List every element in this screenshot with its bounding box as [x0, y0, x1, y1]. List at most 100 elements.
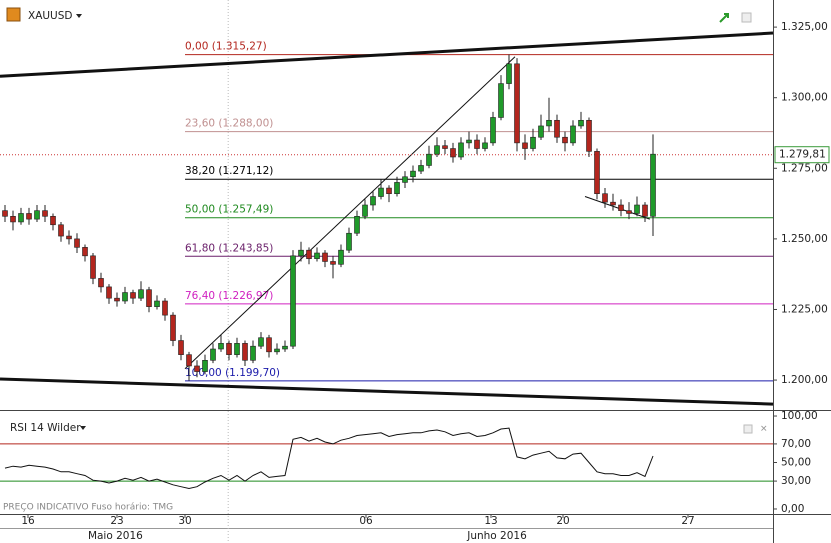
candle-body	[274, 348, 280, 353]
close-button[interactable]: ✕	[760, 425, 768, 435]
candle-body	[194, 365, 200, 372]
candle-body	[234, 343, 240, 355]
candle-body	[506, 63, 512, 84]
rsi-y-tick-label: 0,00	[781, 503, 804, 515]
footer: PREÇO INDICATIVO Fuso horário: TMG	[3, 503, 173, 513]
trendline	[0, 31, 774, 78]
candle-body	[138, 289, 144, 299]
candle-body	[130, 292, 136, 299]
candle-body	[162, 300, 168, 316]
candle-body	[634, 204, 640, 214]
symbol-title[interactable]: XAUUSD	[28, 10, 73, 22]
window-button[interactable]	[741, 12, 752, 23]
candle-body	[490, 117, 496, 144]
candle-body	[346, 232, 352, 251]
candle-body	[34, 210, 40, 220]
trendline	[0, 377, 774, 406]
candle-body	[66, 235, 72, 240]
fib-label: 23,60 (1.288,00)	[185, 118, 273, 130]
candle-body	[106, 286, 112, 299]
candle-body	[218, 343, 224, 350]
y-tick-label: 1.225,00	[781, 303, 828, 315]
candle-body	[402, 176, 408, 183]
candle-body	[290, 255, 296, 347]
candle-body	[74, 238, 80, 248]
candle-body	[578, 119, 584, 127]
x-tick-label: 23	[110, 515, 123, 527]
x-tick-label: 13	[484, 515, 497, 527]
candle-body	[210, 348, 216, 361]
trend-icon[interactable]	[719, 13, 729, 23]
candle-body	[538, 125, 544, 138]
candle-body	[602, 193, 608, 203]
rsi-title[interactable]: RSI 14 Wilder	[10, 422, 81, 434]
candle-body	[98, 278, 104, 288]
candle-body	[58, 224, 64, 237]
x-tick-label: 20	[556, 515, 569, 527]
x-tick-label: 06	[359, 515, 373, 527]
candle-body	[298, 249, 304, 257]
rsi-y-tick-label: 70,00	[781, 438, 811, 450]
candle-body	[338, 249, 344, 265]
candle-body	[394, 182, 400, 195]
candle-body	[202, 360, 208, 372]
candle-body	[642, 204, 648, 217]
candle-body	[306, 249, 312, 259]
candle-body	[594, 151, 600, 195]
x-tick-label: 16	[21, 515, 35, 527]
dropdown-arrow[interactable]	[80, 426, 86, 430]
candle-body	[362, 204, 368, 217]
y-tick-label: 1.275,00	[781, 162, 828, 174]
candle-body	[242, 343, 248, 361]
candle-body	[266, 337, 272, 353]
candle-body	[250, 345, 256, 361]
candle-body	[10, 215, 16, 223]
candle-body	[378, 187, 384, 197]
candle-body	[122, 292, 128, 302]
y-tick-label: 1.200,00	[781, 374, 828, 386]
candle-body	[466, 139, 472, 144]
candle-body	[418, 165, 424, 172]
x-tick-label: 27	[681, 515, 694, 527]
trendline	[184, 56, 516, 370]
rsi-y-tick-label: 50,00	[781, 457, 811, 469]
candle-body	[474, 139, 480, 149]
candle-body	[410, 170, 416, 178]
candle-body	[322, 252, 328, 262]
candle-body	[514, 63, 520, 144]
dropdown-arrow[interactable]	[76, 14, 82, 18]
candle-body	[442, 145, 448, 149]
candle-body	[42, 210, 48, 217]
fib-label: 61,80 (1.243,85)	[185, 242, 273, 254]
candle-body	[554, 119, 560, 138]
candle-body	[178, 340, 184, 355]
candle-body	[650, 153, 656, 217]
candle-body	[146, 289, 152, 307]
candle-body	[562, 136, 568, 144]
candle-body	[26, 213, 32, 220]
candle-body	[258, 337, 264, 347]
rsi-y-tick-label: 100,00	[781, 410, 818, 422]
candle-body	[2, 210, 8, 217]
candle-body	[450, 148, 456, 158]
last-price-box	[774, 146, 830, 164]
candle-body	[482, 142, 488, 149]
candle-body	[370, 196, 376, 206]
candle-body	[154, 300, 160, 307]
candle-body	[458, 142, 464, 158]
candle-body	[354, 215, 360, 234]
candle-body	[586, 119, 592, 152]
candle-body	[170, 314, 176, 341]
symbol-icon[interactable]	[6, 7, 21, 22]
candle-body	[498, 83, 504, 118]
candle-body	[330, 261, 336, 265]
y-tick-label: 1.250,00	[781, 233, 828, 245]
month-label: Maio 2016	[88, 530, 143, 542]
candle-body	[114, 297, 120, 302]
candle-body	[546, 119, 552, 127]
fib-label: 38,20 (1.271,12)	[185, 165, 273, 177]
fib-label: 76,40 (1.226,97)	[185, 290, 273, 302]
window-button[interactable]	[743, 424, 753, 434]
rsi-y-tick-label: 30,00	[781, 475, 811, 487]
